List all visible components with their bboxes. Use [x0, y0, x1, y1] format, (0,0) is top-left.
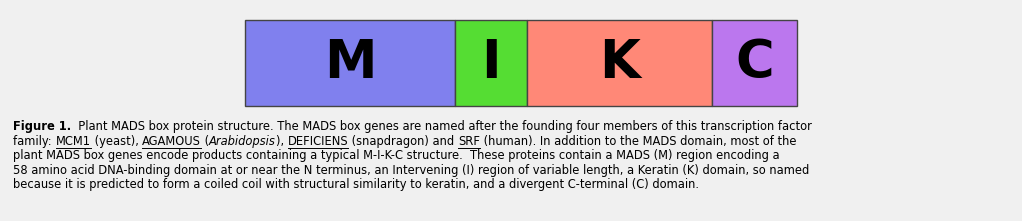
Text: family:: family:: [13, 135, 55, 148]
Text: DEFICIENS: DEFICIENS: [287, 135, 349, 148]
Text: (yeast),: (yeast),: [91, 135, 142, 148]
Text: 58 amino acid DNA-binding domain at or near the N terminus, an Intervening (I) r: 58 amino acid DNA-binding domain at or n…: [13, 164, 809, 177]
Text: (snapdragon) and: (snapdragon) and: [349, 135, 458, 148]
Text: ),: ),: [276, 135, 287, 148]
Text: K: K: [599, 37, 640, 89]
FancyBboxPatch shape: [245, 20, 455, 106]
Text: AGAMOUS: AGAMOUS: [142, 135, 201, 148]
Text: Arabidopsis: Arabidopsis: [210, 135, 276, 148]
Text: plant MADS box genes encode products containing a typical M-I-K-C structure.  Th: plant MADS box genes encode products con…: [13, 149, 780, 162]
Text: (human). In addition to the MADS domain, most of the: (human). In addition to the MADS domain,…: [480, 135, 796, 148]
FancyBboxPatch shape: [527, 20, 712, 106]
Text: (: (: [201, 135, 210, 148]
Text: because it is predicted to form a coiled coil with structural similarity to kera: because it is predicted to form a coiled…: [13, 178, 699, 191]
Text: Plant MADS box protein structure. The MADS box genes are named after the foundin: Plant MADS box protein structure. The MA…: [72, 120, 812, 133]
FancyBboxPatch shape: [455, 20, 527, 106]
Text: C: C: [735, 37, 774, 89]
Text: SRF: SRF: [458, 135, 480, 148]
Text: I: I: [481, 37, 501, 89]
FancyBboxPatch shape: [712, 20, 797, 106]
Text: MCM1: MCM1: [55, 135, 91, 148]
Text: M: M: [324, 37, 376, 89]
Text: Figure 1.: Figure 1.: [13, 120, 72, 133]
